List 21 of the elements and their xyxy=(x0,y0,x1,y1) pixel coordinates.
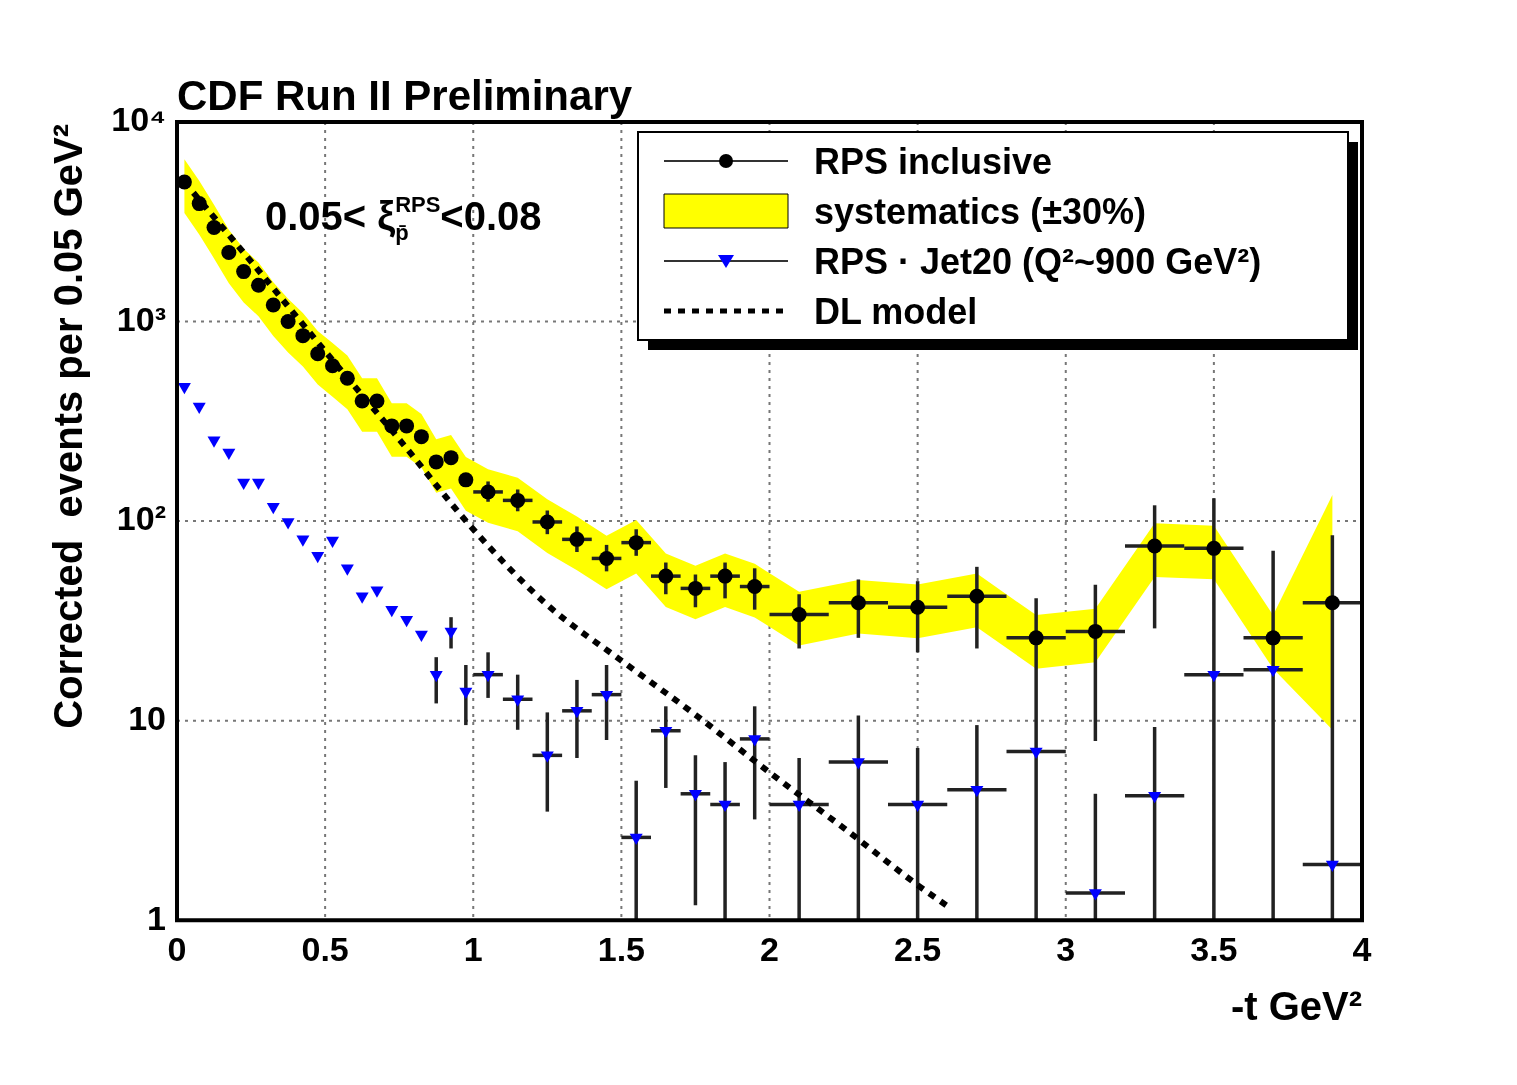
x-tick-label: 3 xyxy=(1056,929,1076,968)
x-tick-label: 1 xyxy=(463,929,483,968)
x-tick-label: 0.5 xyxy=(301,929,349,968)
y-tick-label: 10³ xyxy=(116,299,166,338)
y-tick-label: 10² xyxy=(116,499,166,538)
y-axis-title: Corrected events per 0.05 GeV² xyxy=(46,123,90,729)
y-tick-label: 10⁴ xyxy=(111,100,166,139)
legend-label: systematics (±30%) xyxy=(814,191,1146,232)
x-tick-label: 3.5 xyxy=(1190,929,1238,968)
x-tick-label: 0 xyxy=(167,929,187,968)
x-axis-title: -t GeV² xyxy=(1230,984,1363,1029)
legend-label: RPS inclusive xyxy=(814,141,1053,182)
x-tick-label: 4 xyxy=(1352,929,1372,968)
legend-label: RPS · Jet20 (Q²~900 GeV²) xyxy=(814,241,1262,282)
chart-title: CDF Run II Preliminary xyxy=(177,72,633,119)
y-tick-label: 1 xyxy=(147,898,166,937)
legend-label: DL model xyxy=(814,291,978,332)
x-tick-label: 1.5 xyxy=(597,929,646,968)
x-tick-label: 2.5 xyxy=(893,929,942,968)
x-tick-label: 2 xyxy=(760,929,779,968)
y-tick-label: 10 xyxy=(128,699,166,738)
